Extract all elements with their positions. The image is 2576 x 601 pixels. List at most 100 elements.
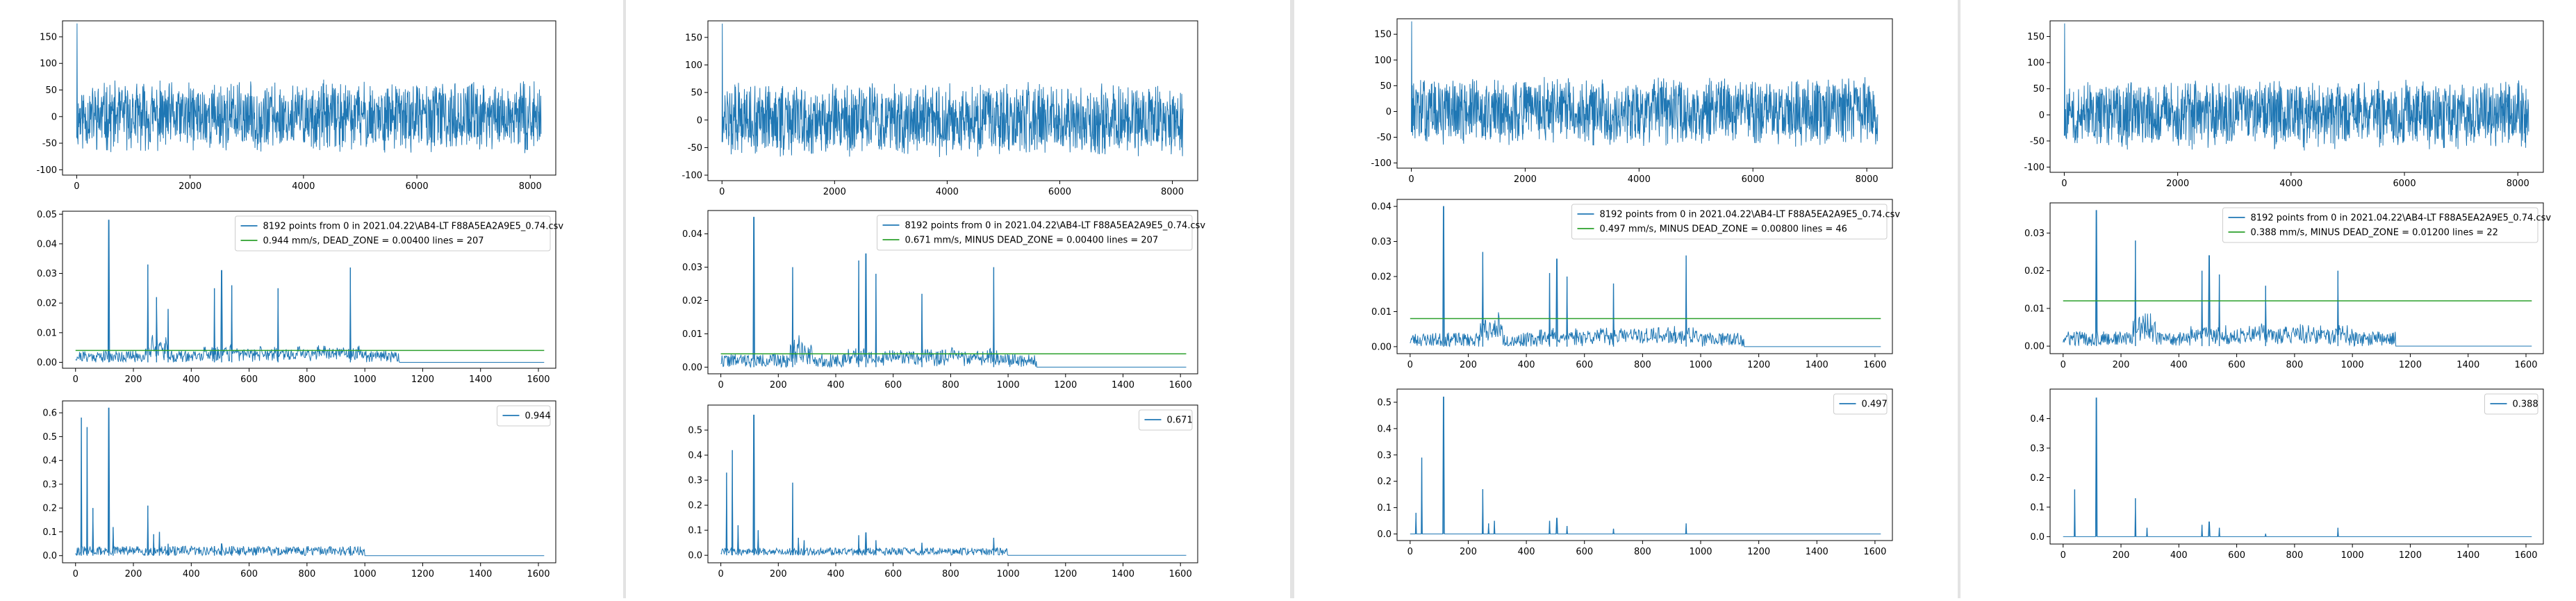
x-tick-label: 0 (718, 380, 723, 390)
axes-frame (707, 20, 1198, 181)
x-tick-label: 1000 (2341, 360, 2364, 370)
y-tick-label: -50 (1377, 133, 1392, 143)
signal-series-line (1411, 21, 1879, 147)
x-tick-label: 400 (827, 569, 845, 579)
x-tick-label: 8000 (519, 181, 542, 192)
y-tick-label: 0.3 (42, 479, 57, 490)
y-tick-label: 0.3 (2030, 443, 2045, 454)
window-divider (1290, 0, 1294, 598)
axes-spec: 0 200 400 600 800 1000 1200 1400 1600 0.04 0.03 0.0… (1371, 199, 1900, 370)
legend: 8192 points from 0 in 2021.04.22\AB4-LT … (2222, 207, 2551, 243)
axes-peaks: 0 200 400 600 800 1000 1200 1400 1600 0.5 0.4 0.3 0.… (1377, 388, 1893, 557)
legend-box (2222, 207, 2538, 243)
plot-area (2063, 210, 2532, 347)
y-tick-label: -100 (1371, 158, 1392, 169)
legend: 0.671 (1139, 409, 1193, 431)
y-tick-label: 0.5 (42, 432, 57, 443)
y-tick-label: 0.1 (1377, 503, 1392, 513)
y-tick-label: 100 (2027, 58, 2045, 69)
axes-frame (2049, 388, 2544, 545)
x-tick-label: 1400 (469, 374, 492, 385)
y-tick-label: -50 (688, 143, 702, 154)
x-tick-label: 2000 (179, 181, 201, 192)
x-tick-label: 600 (240, 569, 258, 579)
x-tick-label: 1600 (527, 374, 550, 385)
y-tick-label: 0.4 (2030, 414, 2045, 425)
axes-peaks: 0 200 400 600 800 1000 1200 1400 1600 0.5 0.4 0.3 0.… (688, 404, 1198, 579)
plot-area (2063, 397, 2532, 537)
figure-panel-3: 0 2000 4000 6000 8000 150 100 50 0 -50 -100 0 200 400… (1295, 0, 1957, 598)
axes-frame (62, 20, 556, 176)
x-tick-label: 600 (1576, 360, 1593, 370)
y-tick-label: 0.01 (37, 328, 57, 338)
signal-series-line (76, 23, 542, 154)
axes-wave: 0 2000 4000 6000 8000 150 100 50 0 -50 -100 (682, 20, 1198, 197)
axes-frame (1396, 18, 1893, 169)
axes-frame (707, 210, 1198, 374)
x-tick-label: 400 (1518, 547, 1535, 557)
axes-frame (62, 400, 556, 563)
y-tick-label: 50 (691, 88, 702, 99)
x-tick-label: 0 (2061, 550, 2066, 561)
x-tick-label: 1000 (1689, 360, 1712, 370)
y-tick-label: 0 (51, 112, 57, 122)
legend-label: 0.671 (1167, 415, 1193, 426)
x-tick-label: 1400 (2457, 360, 2479, 370)
y-tick-label: 50 (1380, 81, 1392, 92)
x-tick-label: 200 (1460, 360, 1477, 370)
y-tick-label: 0.4 (1377, 424, 1392, 434)
y-tick-label: 0.0 (2030, 532, 2045, 543)
figure-panel-1: 0 2000 4000 6000 8000 150 100 50 0 -50 -100 0 200 400… (0, 0, 622, 598)
y-tick-label: 150 (40, 32, 57, 42)
legend-box (497, 405, 551, 427)
x-tick-label: 0 (73, 569, 79, 579)
signal-series-line (721, 23, 1184, 158)
x-tick-label: 0 (1408, 174, 1414, 185)
x-tick-label: 6000 (2393, 179, 2416, 189)
y-tick-label: 0.04 (37, 239, 57, 249)
axes-wave: 0 2000 4000 6000 8000 150 100 50 0 -50 -100 (1371, 18, 1893, 185)
spectrum-series-line (1410, 396, 1881, 534)
plot-area (1410, 206, 1881, 348)
x-tick-label: 0 (1407, 360, 1413, 370)
axes-frame (1396, 388, 1893, 541)
x-tick-label: 1000 (997, 569, 1020, 579)
plot-area (75, 220, 545, 363)
axes-peaks: 0 200 400 600 800 1000 1200 1400 1600 0.6 0.5 0.4 0.… (42, 400, 556, 579)
y-tick-label: 0.6 (42, 409, 57, 419)
x-tick-label: 1000 (354, 374, 377, 385)
y-tick-label: -50 (42, 139, 57, 149)
y-tick-label: 0.04 (1371, 202, 1392, 213)
y-tick-label: 0.3 (1377, 450, 1392, 461)
x-tick-label: 8000 (1856, 174, 1879, 185)
x-tick-label: 800 (298, 374, 315, 385)
x-tick-label: 600 (1576, 547, 1593, 557)
y-tick-label: 0.0 (688, 551, 702, 561)
x-tick-label: 6000 (1048, 187, 1071, 197)
legend-label: 0.497 (1862, 400, 1888, 410)
x-tick-label: 1200 (411, 569, 434, 579)
y-tick-label: 0.00 (37, 358, 57, 368)
x-tick-label: 6000 (1742, 174, 1765, 185)
legend-box (1833, 393, 1888, 415)
y-tick-label: 0.1 (688, 526, 702, 536)
x-tick-label: 4000 (2279, 179, 2302, 189)
x-tick-label: 200 (125, 374, 142, 385)
x-tick-label: 1400 (469, 569, 492, 579)
legend-label: 8192 points from 0 in 2021.04.22\AB4-LT … (905, 221, 1206, 231)
x-tick-label: 1600 (527, 569, 550, 579)
y-tick-label: 0.04 (682, 229, 702, 240)
y-tick-label: 0.4 (42, 456, 57, 466)
x-tick-label: 400 (2170, 360, 2188, 370)
window-divider (1958, 0, 1960, 598)
figure-panel-4: 0 2000 4000 6000 8000 150 100 50 0 -50 -100 0 200 400… (1961, 0, 2576, 598)
x-tick-label: 600 (884, 380, 902, 390)
x-tick-label: 1000 (997, 380, 1020, 390)
legend-label: 8192 points from 0 in 2021.04.22\AB4-LT … (1600, 210, 1901, 220)
legend: 8192 points from 0 in 2021.04.22\AB4-LT … (877, 215, 1206, 251)
x-tick-label: 200 (2113, 550, 2130, 561)
spectrum-series-line (75, 407, 545, 557)
x-tick-label: 0 (719, 187, 725, 197)
